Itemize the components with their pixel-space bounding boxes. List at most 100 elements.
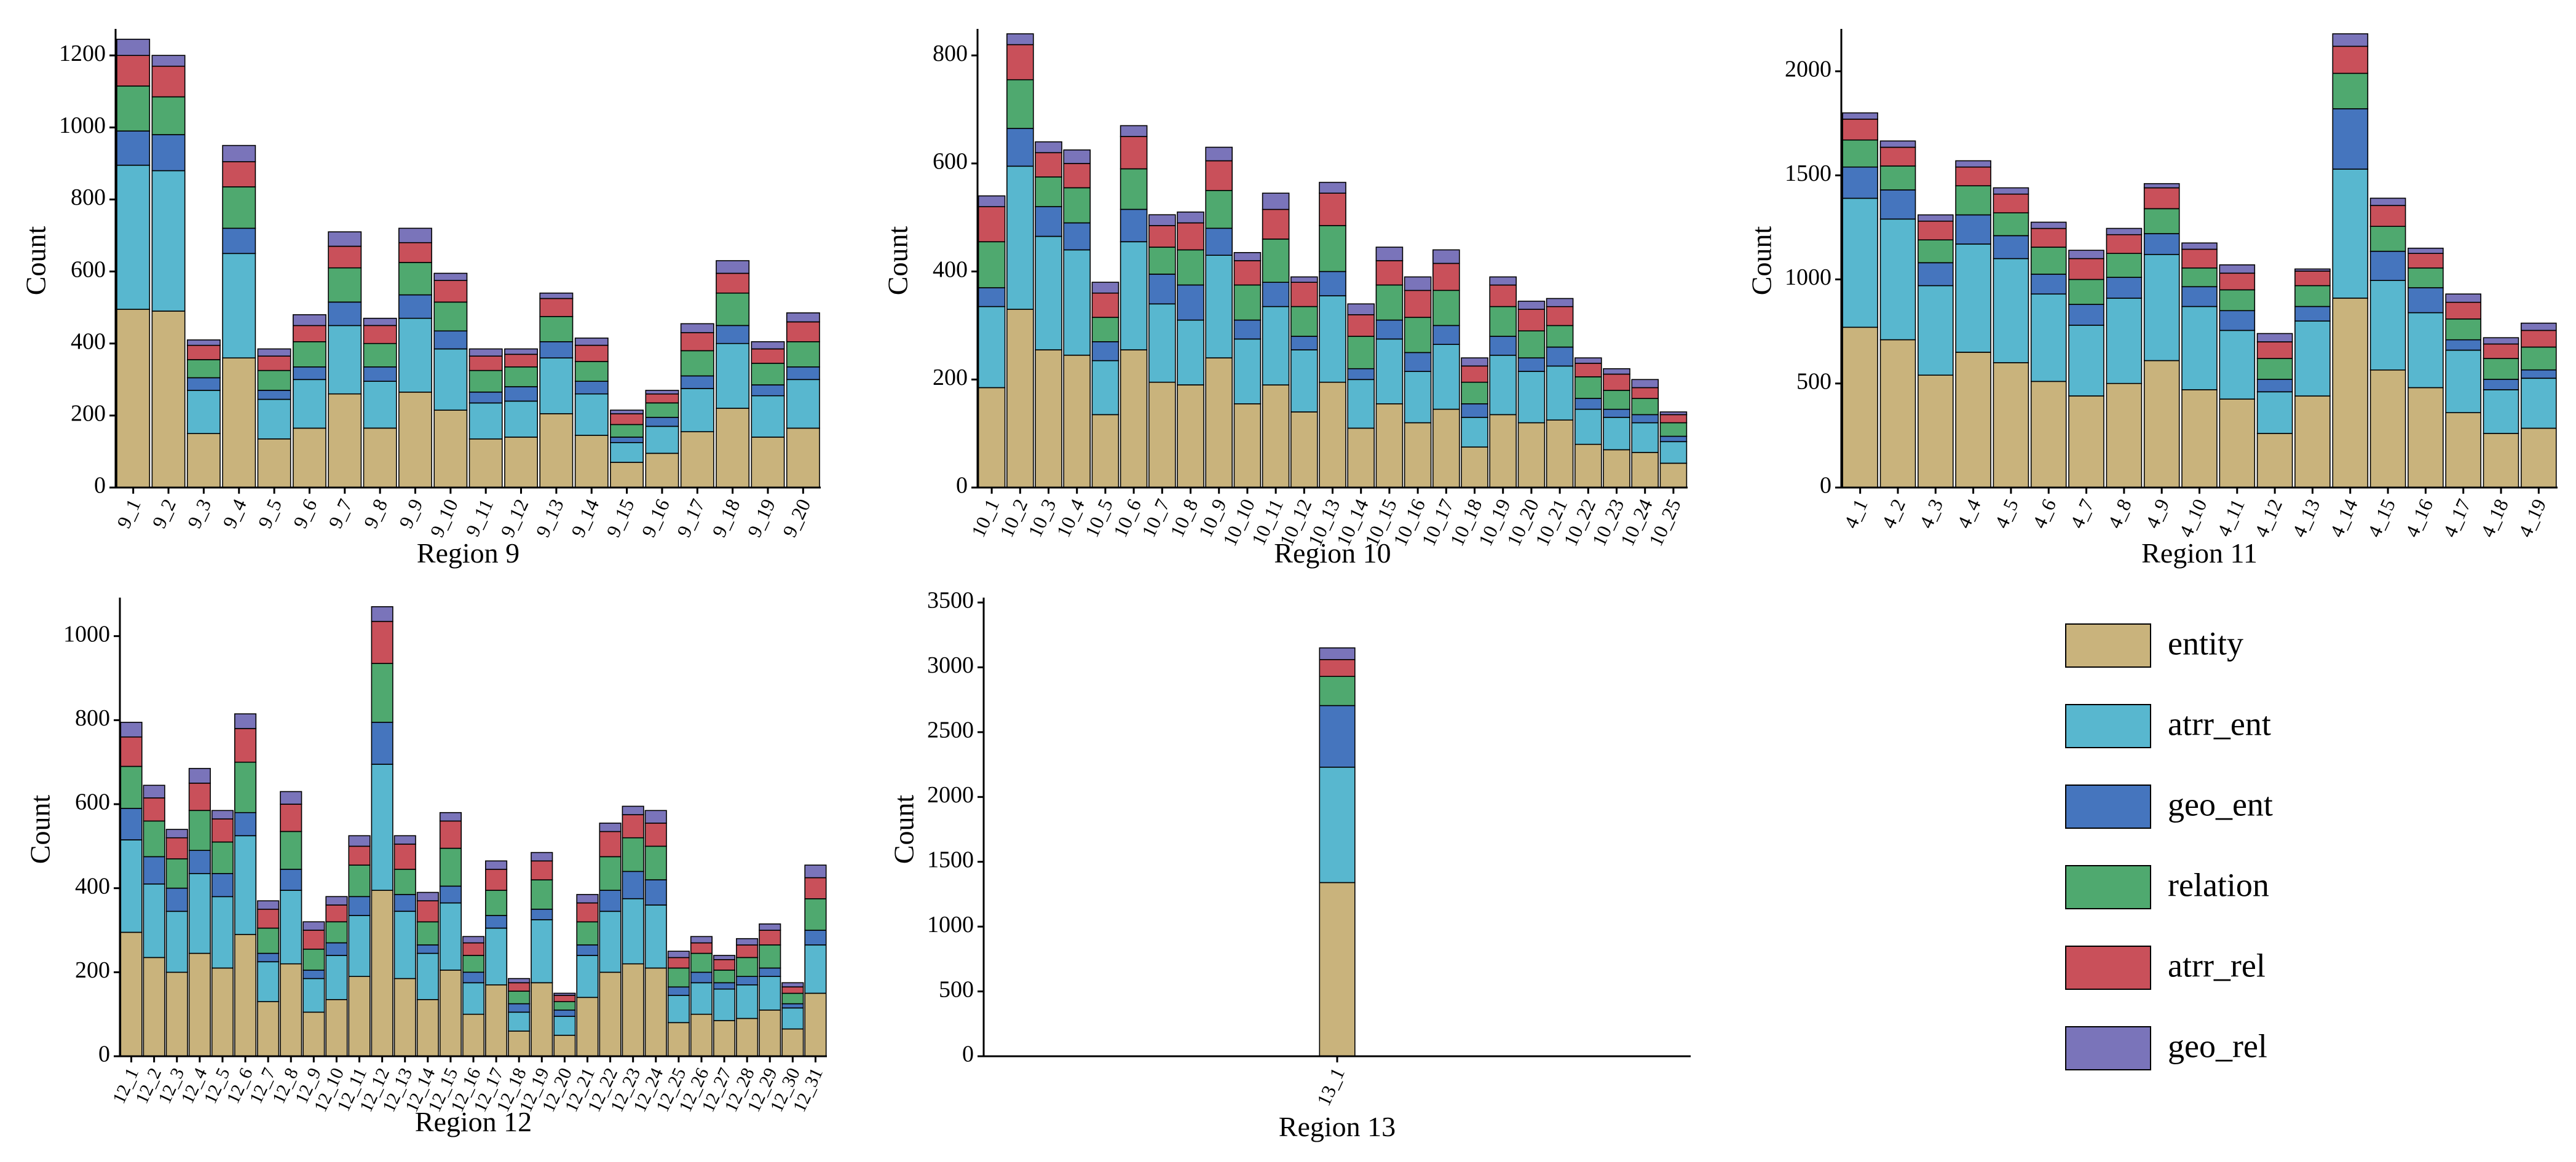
bar-12_6-atrr_ent xyxy=(234,835,257,935)
bar-10_15-atrr_rel xyxy=(1375,260,1404,286)
bar-12_16-relation xyxy=(462,955,485,973)
bar-4_8-geo_rel xyxy=(2106,227,2143,235)
bar-9_11-entity xyxy=(468,438,503,488)
legend-label-atrr_rel: atrr_rel xyxy=(2168,947,2266,984)
bar-4_17-geo_rel xyxy=(2445,293,2481,303)
bar-9_13-relation xyxy=(539,315,574,342)
bar-4_10-relation xyxy=(2181,267,2218,288)
bar-13_1-geo_rel xyxy=(1319,647,1356,660)
bar-4_2-entity xyxy=(1879,339,1916,488)
bar-9_18-geo_ent xyxy=(716,325,750,344)
bar-12_5-entity xyxy=(211,967,234,1057)
bar-4_8-relation xyxy=(2106,253,2143,278)
bar-9_11-atrr_rel xyxy=(468,355,503,371)
bar-9_11-atrr_ent xyxy=(468,402,503,440)
bar-10_5-geo_rel xyxy=(1091,282,1120,294)
y-tick-label: 2500 xyxy=(927,717,974,743)
bar-12_26-geo_ent xyxy=(690,971,713,984)
bar-12_28-relation xyxy=(736,957,759,978)
bar-4_19-geo_ent xyxy=(2520,369,2557,379)
bar-12_18-entity xyxy=(508,1030,531,1057)
bar-10_13-atrr_ent xyxy=(1319,295,1346,383)
bar-13_1-geo_ent xyxy=(1319,705,1356,768)
bar-12_25-atrr_ent xyxy=(667,995,690,1024)
bar-12_2-relation xyxy=(143,820,165,858)
bar-10_3-entity xyxy=(1035,349,1062,488)
bar-4_4-atrr_rel xyxy=(1955,166,1991,187)
legend-swatch-relation xyxy=(2065,865,2151,909)
bar-9_4-geo_ent xyxy=(222,227,256,255)
bar-10_2-geo_ent xyxy=(1006,128,1034,167)
bar-10_14-entity xyxy=(1347,427,1375,488)
bar-10_3-relation xyxy=(1035,176,1062,207)
bar-12_31-atrr_rel xyxy=(804,877,827,899)
bar-4_2-atrr_ent xyxy=(1879,218,1916,341)
bar-9_16-entity xyxy=(645,453,679,488)
bar-4_9-entity xyxy=(2143,360,2180,488)
legend-swatch-atrr_rel xyxy=(2065,946,2151,990)
bar-12_23-relation xyxy=(622,837,644,872)
bar-4_19-entity xyxy=(2520,427,2557,488)
bar-10_25-atrr_ent xyxy=(1659,441,1688,464)
bar-12_30-geo_rel xyxy=(781,982,804,988)
bar-12_17-relation xyxy=(484,890,508,916)
legend-label-geo_rel: geo_rel xyxy=(2168,1027,2267,1064)
bar-12_7-entity xyxy=(257,1001,280,1057)
bar-12_16-atrr_rel xyxy=(462,942,485,956)
bar-12_2-atrr_rel xyxy=(143,797,165,822)
bar-4_14-atrr_rel xyxy=(2332,45,2369,74)
x-tick-label: 9_18 xyxy=(708,496,745,540)
bar-9_7-geo_ent xyxy=(328,301,362,326)
bar-9_6-geo_ent xyxy=(292,366,326,381)
bar-4_8-entity xyxy=(2106,382,2143,488)
bar-4_9-atrr_rel xyxy=(2143,187,2180,210)
chart-panel-3: 4_1 4_2 4_3 4_4 4_5 4_6 4_7 4_8 4_9 4_10 4_11 4_12 4… xyxy=(1746,29,2558,569)
bar-9_5-atrr_ent xyxy=(257,398,291,440)
x-tick-label: 9_2 xyxy=(148,496,180,532)
bar-12_8-entity xyxy=(280,963,302,1057)
bar-12_3-relation xyxy=(165,858,188,889)
y-tick-label: 3500 xyxy=(927,588,974,614)
x-tick-label: 9_15 xyxy=(602,496,639,540)
bar-4_17-entity xyxy=(2445,412,2481,488)
bar-9_20-geo_rel xyxy=(786,312,820,323)
bar-12_17-atrr_ent xyxy=(484,927,508,986)
bar-10_11-relation xyxy=(1262,239,1290,283)
bar-12_15-entity xyxy=(439,970,462,1057)
bar-4_2-atrr_rel xyxy=(1879,146,1916,167)
bar-10_2-atrr_ent xyxy=(1006,165,1034,310)
bar-9_13-geo_rel xyxy=(539,292,574,299)
bar-9_16-atrr_ent xyxy=(645,425,679,454)
bar-9_11-geo_ent xyxy=(468,391,503,404)
bar-12_13-atrr_rel xyxy=(393,844,416,870)
x-tick-label: 10_1 xyxy=(966,496,1003,540)
bar-9_17-entity xyxy=(680,431,714,488)
bar-10_21-geo_ent xyxy=(1546,346,1574,367)
bar-10_17-relation xyxy=(1432,290,1460,326)
bar-4_8-atrr_ent xyxy=(2106,298,2143,384)
bar-10_16-entity xyxy=(1404,422,1432,488)
bar-10_19-atrr_ent xyxy=(1489,354,1517,416)
bar-10_14-atrr_ent xyxy=(1347,379,1375,429)
y-axis-label: Count xyxy=(888,795,920,864)
x-tick-label: 4_4 xyxy=(1953,496,1985,532)
bar-12_1-entity xyxy=(120,931,143,1057)
bar-12_12-entity xyxy=(371,890,393,1057)
bar-12_5-geo_rel xyxy=(211,810,234,820)
bar-10_9-geo_ent xyxy=(1205,227,1233,256)
bar-10_1-atrr_ent xyxy=(978,306,1006,389)
bar-10_11-geo_rel xyxy=(1262,192,1290,210)
bar-4_12-geo_ent xyxy=(2256,379,2293,393)
x-tick-label: 4_6 xyxy=(2028,496,2060,532)
bar-4_3-atrr_ent xyxy=(1918,285,1954,376)
bar-10_12-geo_rel xyxy=(1290,276,1318,283)
bar-9_17-atrr_rel xyxy=(680,332,714,352)
bar-4_19-atrr_rel xyxy=(2520,330,2557,348)
bar-10_22-entity xyxy=(1574,443,1602,488)
bar-12_12-atrr_ent xyxy=(371,764,393,891)
bar-12_24-entity xyxy=(644,967,667,1057)
bar-12_25-atrr_rel xyxy=(667,957,690,969)
bar-4_3-geo_rel xyxy=(1918,214,1954,222)
bar-12_5-atrr_ent xyxy=(211,896,234,969)
bar-4_6-atrr_rel xyxy=(2030,227,2067,248)
